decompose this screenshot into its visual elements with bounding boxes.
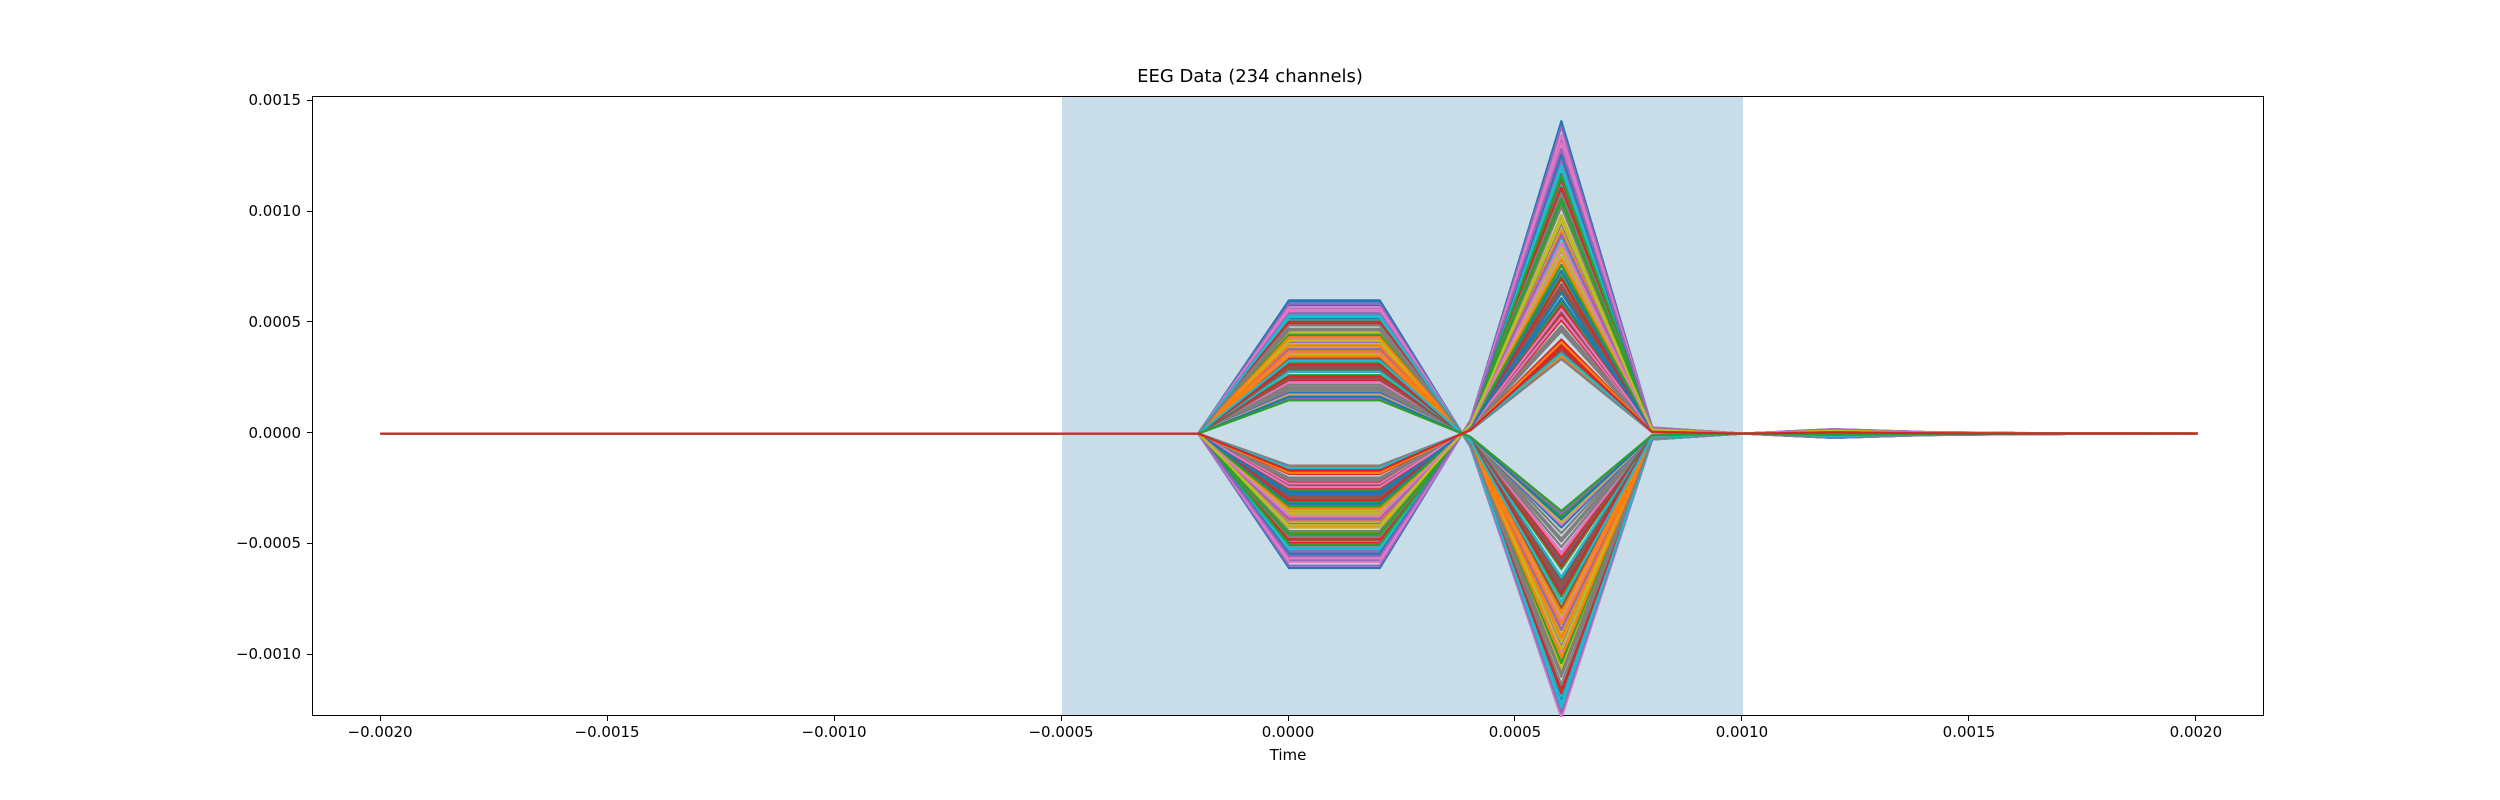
figure: EEG Data (234 channels) −0.0020 −0.0015 −0… [0,0,2500,800]
y-tick-label: 0.0000 [249,424,302,442]
x-tick-mark [380,716,381,721]
y-tick-label: 0.0005 [249,313,302,331]
x-tick-mark [1288,716,1289,721]
x-tick-mark [1514,716,1515,721]
y-tick-mark [307,432,312,433]
y-tick-label: 0.0010 [249,202,302,220]
x-tick-mark [834,716,835,721]
y-tick-mark [307,321,312,322]
y-tick-mark [307,211,312,212]
x-tick-mark [2195,716,2196,721]
y-tick-mark [307,100,312,101]
x-tick-mark [1741,716,1742,721]
x-tick-label: 0.0015 [1943,723,1996,741]
chart-title: EEG Data (234 channels) [0,66,2500,87]
plot-area [312,96,2264,716]
x-tick-label: −0.0015 [575,723,640,741]
x-tick-label: −0.0005 [1028,723,1093,741]
x-tick-mark [1061,716,1062,721]
x-tick-label: 0.0010 [1716,723,1769,741]
x-axis-label: Time [312,746,2264,764]
y-tick-label: 0.0015 [249,91,302,109]
x-tick-label: 0.0020 [2170,723,2223,741]
x-tick-label: 0.0000 [1262,723,1315,741]
x-tick-label: 0.0005 [1489,723,1542,741]
x-tick-mark [607,716,608,721]
y-tick-mark [307,543,312,544]
y-tick-label: −0.0005 [236,534,301,552]
x-tick-label: −0.0020 [348,723,413,741]
x-tick-mark [1968,716,1969,721]
line-series-svg [313,97,2265,717]
y-tick-mark [307,654,312,655]
y-tick-label: −0.0010 [236,645,301,663]
x-tick-label: −0.0010 [802,723,867,741]
